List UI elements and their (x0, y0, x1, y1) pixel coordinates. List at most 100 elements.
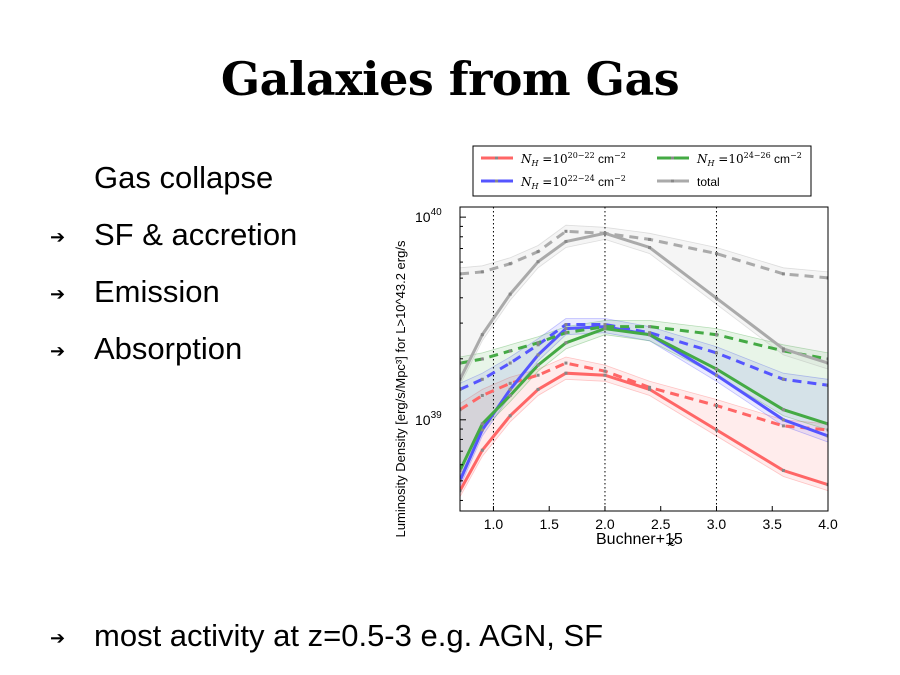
data-point (480, 333, 484, 337)
data-point (826, 428, 828, 432)
slide-title: Galaxies from Gas (220, 52, 680, 106)
data-point (564, 371, 568, 375)
legend-marker (495, 156, 498, 160)
bullet-text: SF & accretion (94, 217, 298, 252)
legend-entry: total (697, 175, 720, 189)
chart-credit: Buchner+15 (596, 531, 683, 548)
data-point (648, 325, 652, 329)
data-point (603, 323, 607, 327)
data-point (603, 231, 607, 235)
x-axis-label: z (667, 532, 676, 550)
data-point (648, 333, 652, 337)
footer-bullet-text: most activity at z=0.5-3 e.g. AGN, SF (94, 618, 604, 653)
data-point (714, 333, 718, 337)
data-point (460, 408, 462, 412)
data-point (536, 373, 540, 377)
series-line (460, 231, 828, 380)
data-point (460, 272, 462, 276)
data-point (508, 393, 512, 397)
data-point (714, 428, 718, 432)
data-point (508, 262, 512, 266)
x-tick-label: 2.0 (595, 516, 615, 532)
data-point (714, 296, 718, 300)
data-point (826, 483, 828, 487)
data-point (460, 377, 462, 381)
data-point (781, 408, 785, 412)
legend-entry: NH =1020−22 cm−2 (520, 151, 626, 168)
x-tick-label: 4.0 (818, 516, 838, 532)
data-point (781, 418, 785, 422)
x-tick-label: 3.0 (707, 516, 727, 532)
legend-entry: NH =1024−26 cm−2 (696, 151, 802, 168)
data-point (508, 381, 512, 385)
data-point (480, 422, 484, 426)
series-dashed-line (460, 361, 828, 432)
x-tick-label: 1.0 (484, 516, 504, 532)
data-point (508, 387, 512, 391)
data-point (648, 387, 652, 391)
series-dashed-line (460, 229, 828, 280)
data-point (508, 349, 512, 353)
bullet-text: Absorption (94, 331, 243, 366)
data-point (480, 377, 484, 381)
data-point (781, 349, 785, 353)
data-point (781, 272, 785, 276)
data-point (714, 367, 718, 371)
data-point (536, 341, 540, 345)
data-point (603, 327, 607, 331)
data-point (826, 422, 828, 426)
data-point (826, 357, 828, 361)
intro-text: Gas collapse (94, 160, 274, 195)
series-dashed-line (460, 325, 828, 365)
data-point (564, 341, 568, 345)
legend-marker (495, 179, 498, 183)
x-tick-label: 3.5 (763, 516, 783, 532)
data-point (460, 387, 462, 391)
data-point (714, 252, 718, 256)
data-point (648, 237, 652, 241)
data-point (480, 393, 484, 397)
data-point (648, 385, 652, 389)
legend-marker (671, 156, 674, 160)
arrow-bullet-icon: ➔ (50, 341, 66, 361)
data-point (603, 373, 607, 377)
data-point (826, 383, 828, 387)
legend-entry: NH =1022−24 cm−2 (520, 174, 626, 191)
data-point (781, 377, 785, 381)
arrow-bullet-icon: ➔ (50, 227, 66, 247)
data-point (564, 229, 568, 233)
data-point (714, 404, 718, 408)
data-point (714, 373, 718, 377)
legend: NH =1020−22 cm−2 NH =1022−24 cm−2 NH =1024… (472, 145, 812, 197)
data-point (508, 361, 512, 365)
arrow-bullet-icon: ➔ (50, 628, 66, 648)
data-point (826, 434, 828, 438)
uncertainty-band (460, 224, 828, 386)
legend-frame (472, 145, 812, 197)
data-point (480, 448, 484, 452)
data-point (603, 325, 607, 329)
data-point (781, 468, 785, 472)
data-point (460, 361, 462, 365)
data-point (480, 357, 484, 361)
data-point (460, 489, 462, 493)
data-point (536, 353, 540, 357)
arrow-bullet-icon: ➔ (50, 284, 66, 304)
uncertainty-band (460, 320, 828, 477)
x-tick-label: 1.5 (539, 516, 559, 532)
y-axis-label: Luminosity Density [erg/s/Mpc³] for L>10… (393, 240, 408, 537)
series-line (460, 327, 828, 472)
data-point (508, 414, 512, 418)
data-point (480, 270, 484, 274)
data-point (536, 363, 540, 367)
legend-marker (671, 179, 674, 183)
data-point (536, 387, 540, 391)
data-point (564, 323, 568, 327)
data-point (648, 246, 652, 250)
data-point (826, 276, 828, 280)
luminosity-density-chart: 1.0 1.5 2.0 2.5 3.0 3.5 4.0 1040 1039 z Luminosity… (393, 145, 838, 550)
y-tick-label: 1039 (415, 410, 442, 428)
data-point (781, 424, 785, 428)
data-point (826, 361, 828, 365)
plot-area (460, 207, 828, 511)
